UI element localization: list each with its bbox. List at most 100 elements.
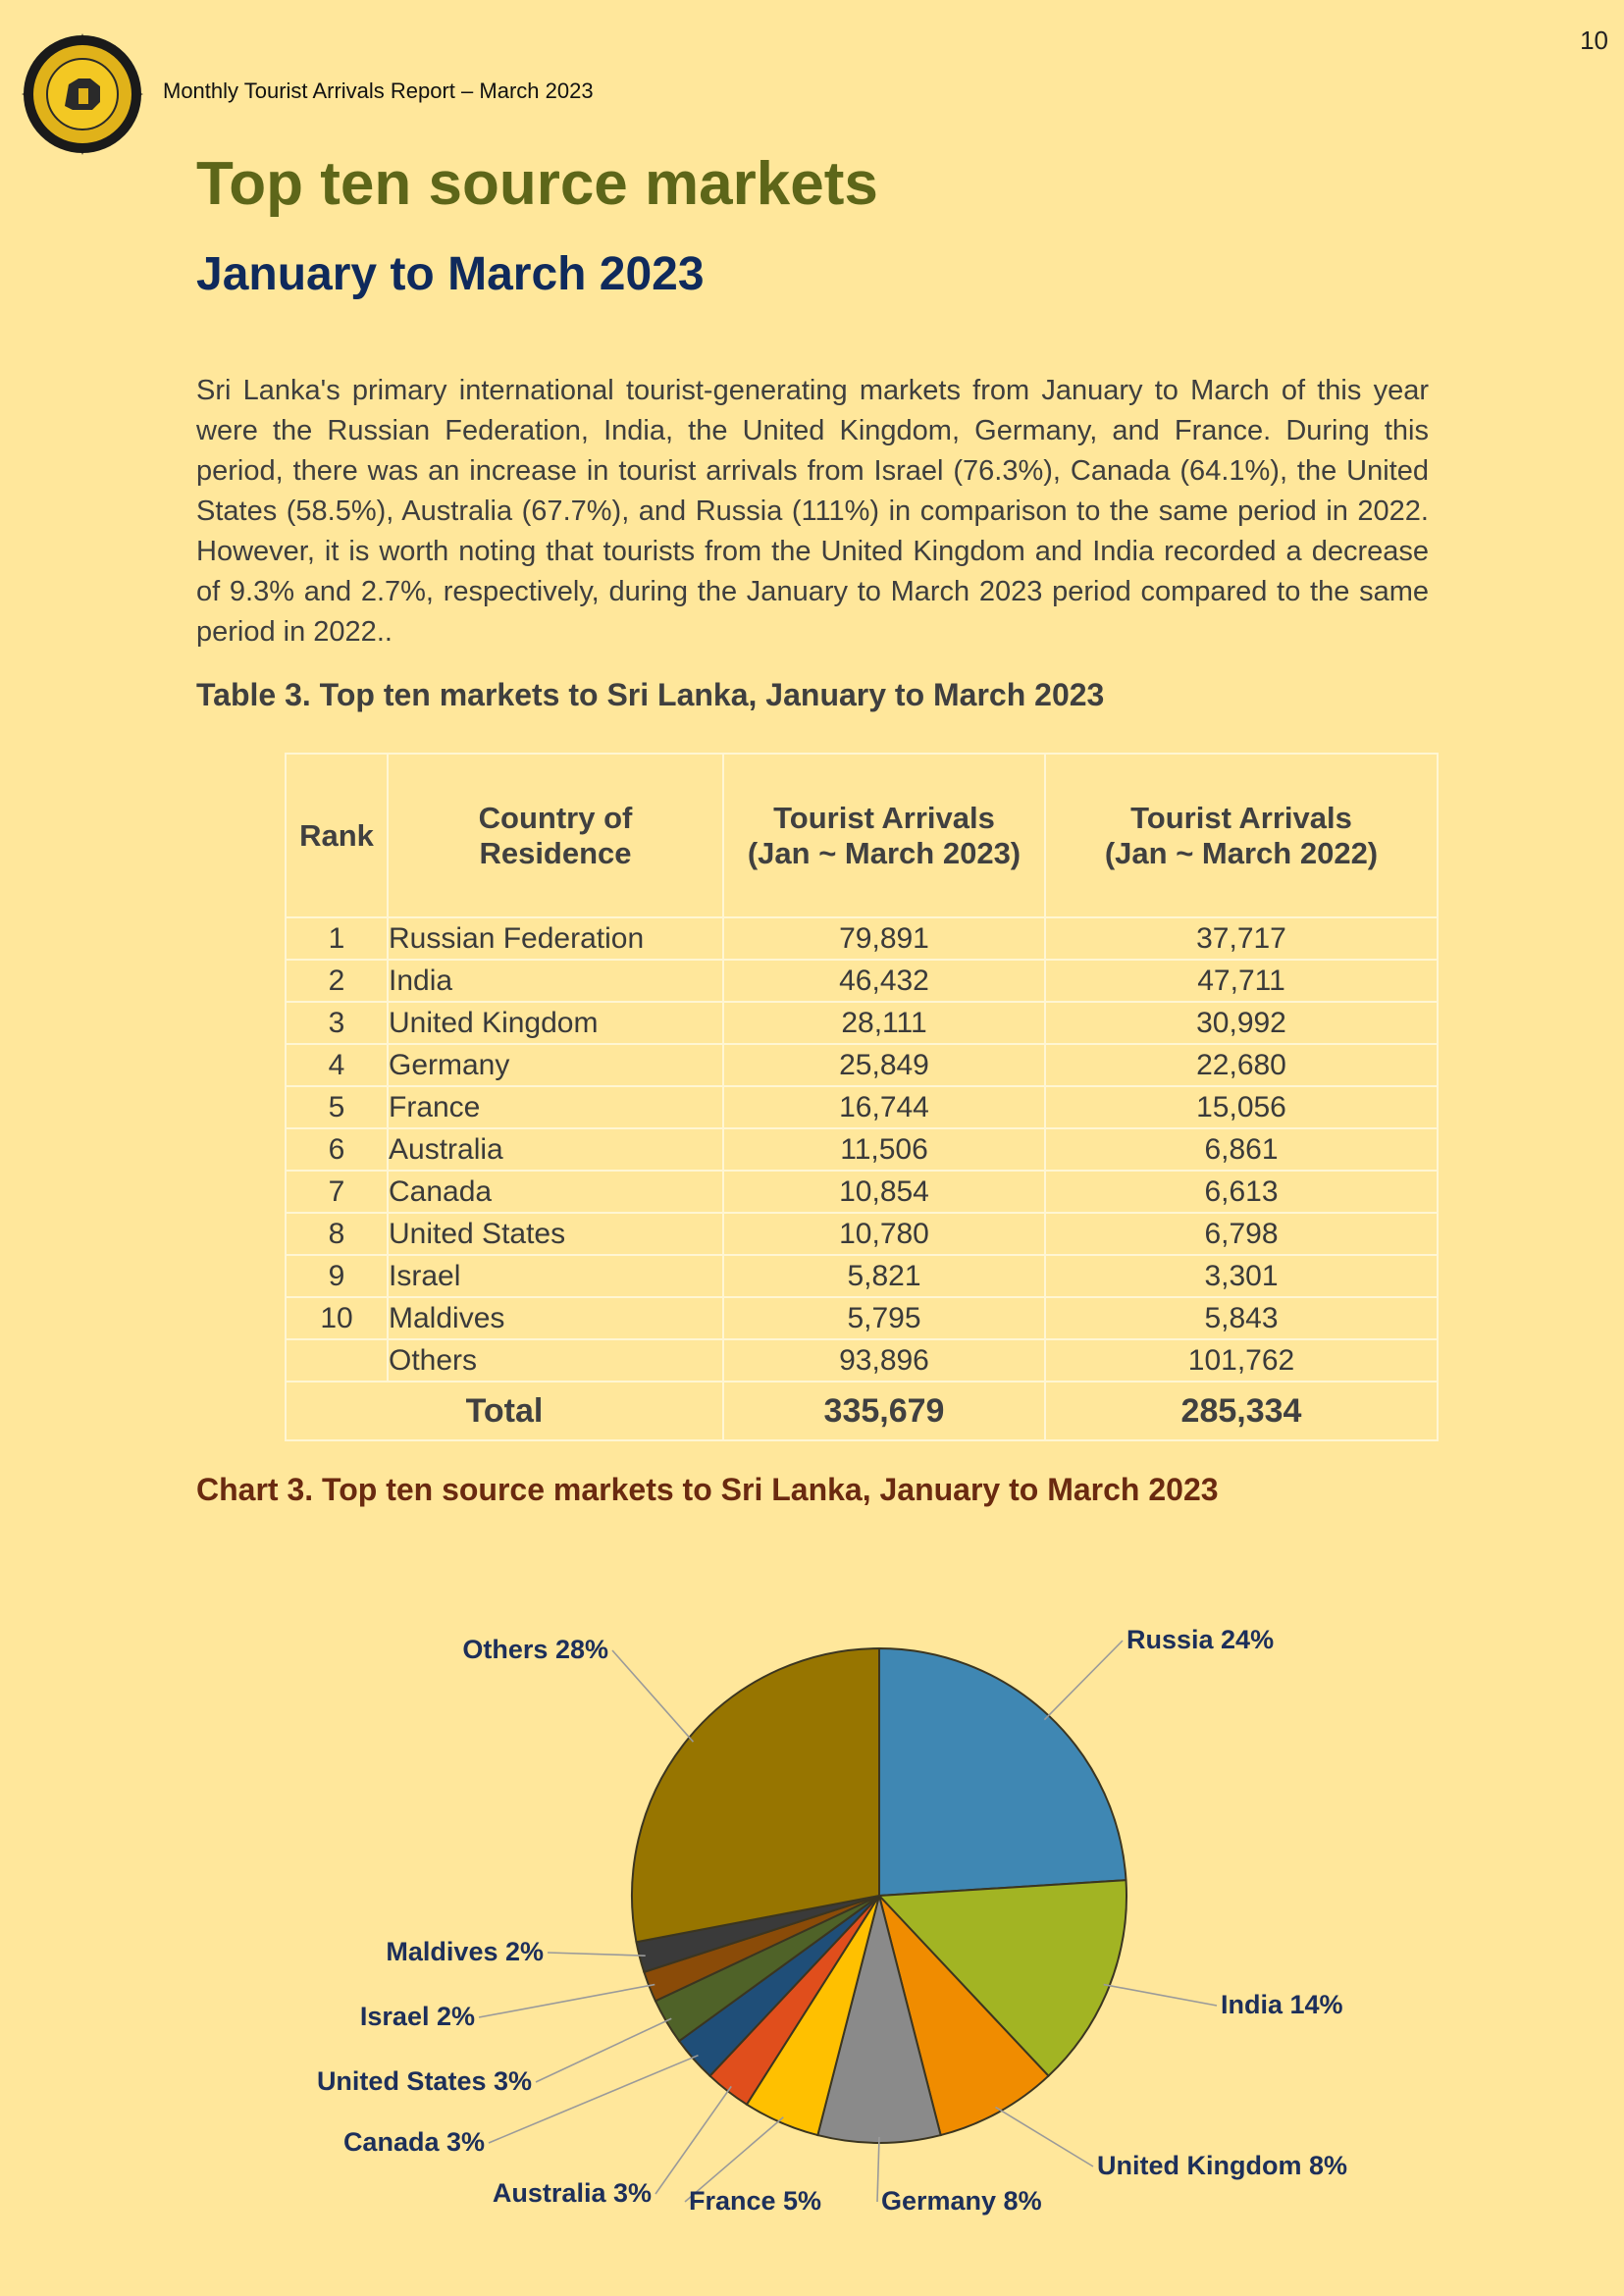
table-row: Others 93,896 101,762 bbox=[285, 1338, 1439, 1383]
summary-paragraph: Sri Lanka's primary international touris… bbox=[196, 375, 1429, 648]
country-cell: Russian Federation bbox=[387, 916, 724, 961]
pie-slice-label: Australia 3% bbox=[493, 2178, 652, 2208]
pie-leader-line bbox=[1043, 1640, 1124, 1721]
header-arrivals-2022-line2: (Jan ~ March 2022) bbox=[1104, 835, 1379, 870]
table-total-row: Total 335,679 285,334 bbox=[285, 1381, 1439, 1441]
pie-slice-label: United States 3% bbox=[317, 2066, 532, 2096]
rank-cell: 10 bbox=[285, 1296, 389, 1340]
arrivals-2022-cell: 6,613 bbox=[1044, 1170, 1439, 1214]
table-header-row: Rank Country of Residence Tourist Arriva… bbox=[285, 753, 1439, 918]
pie-slice bbox=[876, 1879, 1127, 2078]
rank-cell: 9 bbox=[285, 1254, 389, 1298]
pie-leader-line bbox=[876, 2136, 880, 2203]
table-row: 7 Canada 10,854 6,613 bbox=[285, 1170, 1439, 1214]
country-cell: United States bbox=[387, 1212, 724, 1256]
arrivals-2022-cell: 101,762 bbox=[1044, 1338, 1439, 1383]
arrivals-2022-cell: 22,680 bbox=[1044, 1043, 1439, 1087]
header-country-line2: Residence bbox=[479, 835, 632, 870]
tourism-authority-seal-logo bbox=[22, 33, 143, 155]
table-row: 5 France 16,744 15,056 bbox=[285, 1085, 1439, 1129]
header-arrivals-2023-line2: (Jan ~ March 2023) bbox=[747, 835, 1022, 870]
arrivals-2023-cell: 11,506 bbox=[722, 1127, 1046, 1172]
rank-cell: 4 bbox=[285, 1043, 389, 1087]
rank-cell bbox=[285, 1338, 389, 1383]
pie-leader-line bbox=[488, 2054, 699, 2144]
source-markets-pie-chart: Russia 24% India 14% United Kingdom 8% Germ… bbox=[317, 1625, 1347, 2216]
pie-leader-line bbox=[1103, 1983, 1218, 2007]
total-label: Total bbox=[285, 1381, 724, 1441]
country-cell: Israel bbox=[387, 1254, 724, 1298]
header-arrivals-2023-line1: Tourist Arrivals bbox=[773, 800, 995, 835]
arrivals-2022-cell: 3,301 bbox=[1044, 1254, 1439, 1298]
pie-slice-label: India 14% bbox=[1221, 1990, 1343, 2019]
pie-slice-label: Others 28% bbox=[462, 1635, 608, 1664]
country-cell: United Kingdom bbox=[387, 1001, 724, 1045]
pie-slice-label: Germany 8% bbox=[881, 2186, 1042, 2216]
header-country: Country of Residence bbox=[387, 753, 724, 918]
rank-cell: 7 bbox=[285, 1170, 389, 1214]
pie-leader-line bbox=[611, 1649, 695, 1743]
header-arrivals-2022: Tourist Arrivals (Jan ~ March 2022) bbox=[1044, 753, 1439, 918]
table-row: 2 India 46,432 47,711 bbox=[285, 959, 1439, 1003]
rank-cell: 6 bbox=[285, 1127, 389, 1172]
table-row: 10 Maldives 5,795 5,843 bbox=[285, 1296, 1439, 1340]
arrivals-2022-cell: 47,711 bbox=[1044, 959, 1439, 1003]
rank-cell: 8 bbox=[285, 1212, 389, 1256]
pie-slice-label: United Kingdom 8% bbox=[1097, 2151, 1347, 2180]
pie-leader-line bbox=[535, 2017, 672, 2083]
arrivals-2023-cell: 79,891 bbox=[722, 916, 1046, 961]
country-cell: Australia bbox=[387, 1127, 724, 1172]
rank-cell: 1 bbox=[285, 916, 389, 961]
chart-caption: Chart 3. Top ten source markets to Sri L… bbox=[196, 1472, 1219, 1507]
arrivals-2022-cell: 5,843 bbox=[1044, 1296, 1439, 1340]
rank-cell: 5 bbox=[285, 1085, 389, 1129]
report-header: Monthly Tourist Arrivals Report – March … bbox=[163, 78, 594, 103]
country-cell: France bbox=[387, 1085, 724, 1129]
pie-slice-label: France 5% bbox=[689, 2186, 821, 2216]
table-row: 3 United Kingdom 28,111 30,992 bbox=[285, 1001, 1439, 1045]
rank-cell: 2 bbox=[285, 959, 389, 1003]
top-markets-table: Rank Country of Residence Tourist Arriva… bbox=[285, 753, 1439, 1441]
arrivals-2022-cell: 6,861 bbox=[1044, 1127, 1439, 1172]
arrivals-2023-cell: 16,744 bbox=[722, 1085, 1046, 1129]
header-arrivals-2023: Tourist Arrivals (Jan ~ March 2023) bbox=[722, 753, 1046, 918]
header-country-line1: Country of bbox=[478, 800, 633, 835]
country-cell: Maldives bbox=[387, 1296, 724, 1340]
total-2023: 335,679 bbox=[722, 1381, 1046, 1441]
arrivals-2022-cell: 37,717 bbox=[1044, 916, 1439, 961]
table-row: 1 Russian Federation 79,891 37,717 bbox=[285, 916, 1439, 961]
arrivals-2022-cell: 6,798 bbox=[1044, 1212, 1439, 1256]
pie-slice-label: Israel 2% bbox=[360, 2002, 475, 2031]
header-rank: Rank bbox=[285, 753, 389, 918]
arrivals-2022-cell: 15,056 bbox=[1044, 1085, 1439, 1129]
pie-leader-line bbox=[995, 2106, 1094, 2167]
table-row: 4 Germany 25,849 22,680 bbox=[285, 1043, 1439, 1087]
arrivals-2023-cell: 5,821 bbox=[722, 1254, 1046, 1298]
country-cell: Canada bbox=[387, 1170, 724, 1214]
arrivals-2022-cell: 30,992 bbox=[1044, 1001, 1439, 1045]
pie-slice-label: Canada 3% bbox=[343, 2127, 485, 2157]
table-caption: Table 3. Top ten markets to Sri Lanka, J… bbox=[196, 677, 1105, 712]
arrivals-2023-cell: 46,432 bbox=[722, 959, 1046, 1003]
country-cell: Germany bbox=[387, 1043, 724, 1087]
header-arrivals-2022-line1: Tourist Arrivals bbox=[1130, 800, 1352, 835]
pie-slice-label: Russia 24% bbox=[1126, 1625, 1274, 1654]
rank-cell: 3 bbox=[285, 1001, 389, 1045]
pie-slice bbox=[878, 1646, 1127, 1898]
table-row: 8 United States 10,780 6,798 bbox=[285, 1212, 1439, 1256]
country-cell: Others bbox=[387, 1338, 724, 1383]
table-row: 9 Israel 5,821 3,301 bbox=[285, 1254, 1439, 1298]
table-row: 6 Australia 11,506 6,861 bbox=[285, 1127, 1439, 1172]
arrivals-2023-cell: 25,849 bbox=[722, 1043, 1046, 1087]
arrivals-2023-cell: 93,896 bbox=[722, 1338, 1046, 1383]
pie-slice bbox=[631, 1646, 880, 1944]
arrivals-2023-cell: 5,795 bbox=[722, 1296, 1046, 1340]
pie-leader-line bbox=[684, 2116, 784, 2203]
arrivals-2023-cell: 28,111 bbox=[722, 1001, 1046, 1045]
pie-leader-line bbox=[655, 2085, 732, 2195]
country-cell: India bbox=[387, 959, 724, 1003]
pie-slice bbox=[878, 1895, 1050, 2137]
pie-leader-line bbox=[478, 1983, 655, 2018]
page-title: Top ten source markets bbox=[196, 150, 878, 218]
total-2022: 285,334 bbox=[1044, 1381, 1439, 1441]
